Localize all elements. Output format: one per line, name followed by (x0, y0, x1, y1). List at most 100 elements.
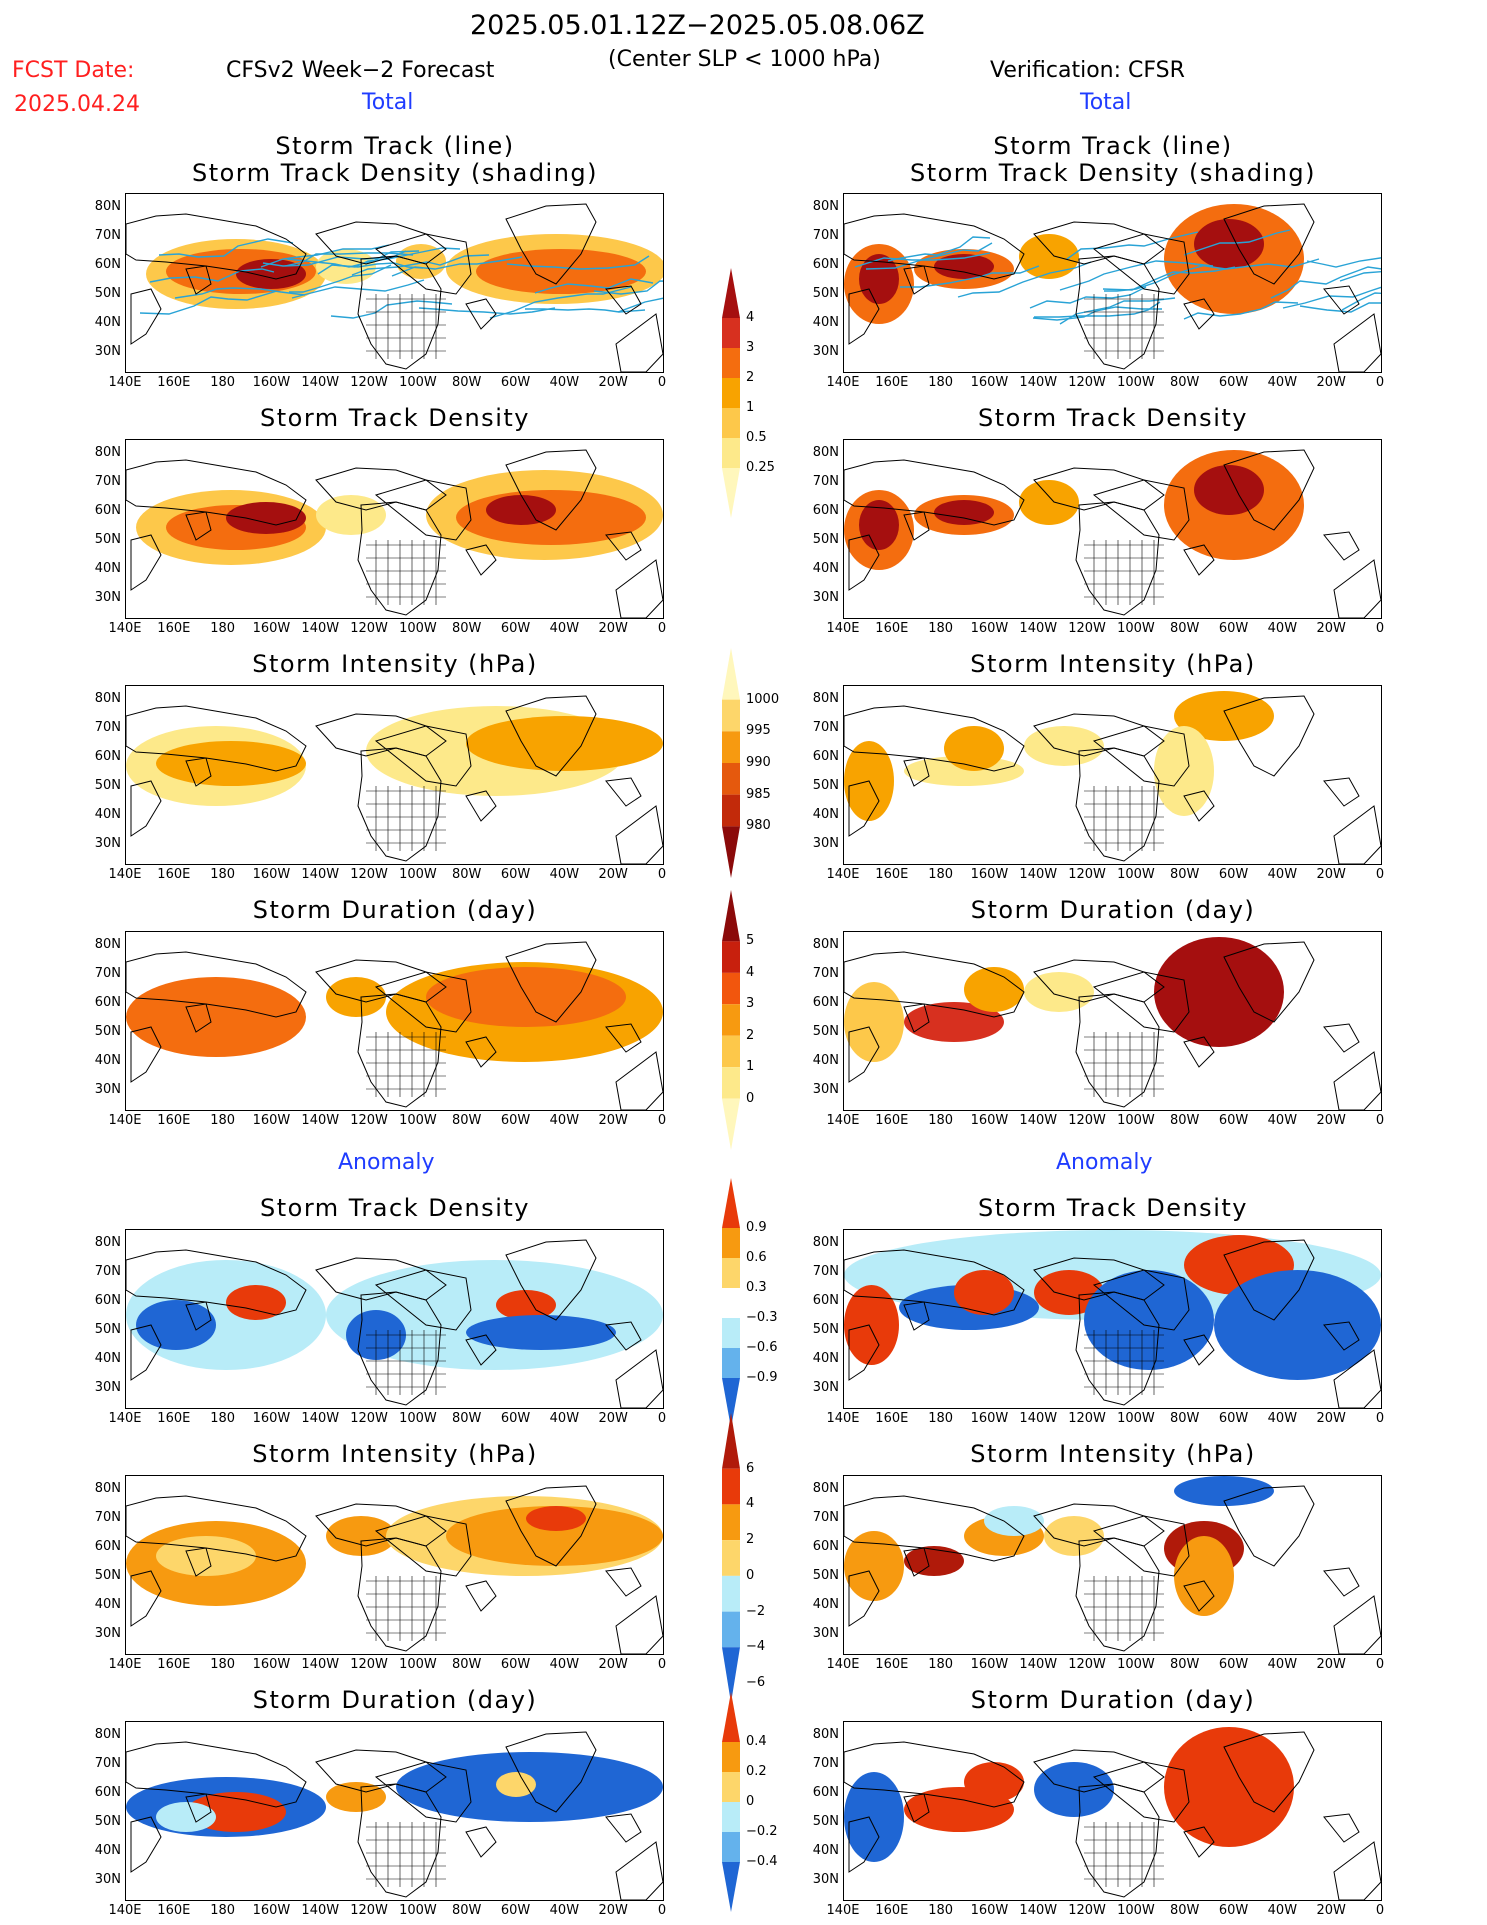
lon-tick-label: 160E (157, 1113, 191, 1128)
colorbar-label: 6 (746, 1460, 755, 1476)
lon-tick-label: 160W (970, 621, 1009, 636)
colorbar-label: 4 (746, 964, 755, 980)
colorbar-label: 3 (746, 340, 755, 355)
lon-tick-label: 160W (252, 1411, 291, 1426)
lon-tick-label: 140W (301, 621, 340, 636)
lat-tick-label: 30N (94, 590, 121, 605)
lon-tick-label: 20W (598, 1657, 628, 1672)
lon-tick-label: 180 (210, 375, 236, 390)
colorbar-label: 990 (746, 755, 771, 770)
lat-tick-label: 60N (812, 1539, 839, 1554)
shaded-region (476, 249, 646, 294)
lon-tick-label: 40W (549, 1903, 580, 1918)
shaded-region (904, 1002, 1004, 1042)
coastline (848, 534, 880, 591)
lon-tick-label: 180 (210, 1113, 236, 1128)
coastline (1183, 544, 1215, 576)
map-duration-right (843, 931, 1382, 1111)
coastline (615, 559, 663, 618)
colorbar-label: 995 (746, 723, 771, 739)
lon-tick-label: 60W (1218, 1903, 1249, 1918)
colorbar-label: 0.4 (746, 1734, 767, 1749)
lat-tick-label: 60N (94, 1539, 121, 1554)
lat-tick-label: 50N (94, 1814, 121, 1829)
storm-track-line (854, 252, 991, 268)
coastline (605, 1567, 642, 1597)
coastline (1075, 1537, 1160, 1652)
coastline (1075, 255, 1160, 370)
colorbar-duration_anom (722, 1692, 740, 1912)
map-canvas (126, 449, 663, 618)
lon-tick-label: 20W (598, 1113, 628, 1128)
coastline (465, 1334, 497, 1366)
coastline (130, 1570, 162, 1627)
colorbar-label: 1 (746, 400, 755, 415)
coastline (315, 1257, 447, 1301)
coastline (1323, 531, 1360, 561)
lon-tick-label: 0 (657, 867, 667, 882)
lon-tick-label: 140E (108, 375, 142, 390)
coastline (315, 467, 447, 511)
title-track-shading-left: Storm Track Density (shading) (191, 159, 599, 187)
colorbar-swatch (722, 1692, 740, 1742)
coastline (315, 1749, 447, 1793)
coastline (848, 288, 880, 345)
lon-tick-label: 100W (399, 1113, 437, 1128)
title-duration-anom-left: Storm Duration (day) (252, 1686, 538, 1714)
coastline (605, 1321, 642, 1351)
map-track-left (125, 193, 664, 373)
lon-tick-label: 180 (928, 1411, 954, 1426)
lon-tick-label: 120W (1068, 1903, 1106, 1918)
lat-tick-label: 50N (94, 1322, 121, 1337)
coastline (848, 1324, 880, 1381)
coastline (1092, 971, 1190, 1033)
lat-tick-label: 50N (94, 1024, 121, 1039)
coastline (1033, 467, 1165, 511)
lat-tick-label: 50N (812, 1322, 839, 1337)
colorbar-swatch (722, 763, 740, 795)
colorbar-density_total (722, 268, 740, 518)
coastline (605, 1813, 642, 1843)
lon-tick-label: 140W (301, 1657, 340, 1672)
shaded-region (964, 967, 1024, 1012)
map-canvas (844, 937, 1381, 1110)
coastline (126, 951, 307, 1018)
storm-track-line (1104, 264, 1207, 292)
lat-tick-label: 40N (812, 1053, 839, 1068)
shaded-region (326, 1516, 396, 1556)
coastline (505, 1731, 597, 1813)
lon-tick-label: 120W (350, 375, 388, 390)
lon-tick-label: 160W (970, 1903, 1009, 1918)
colorbar-label: 980 (746, 818, 771, 834)
storm-track-line (1102, 266, 1236, 291)
colorbar-swatch (722, 1178, 740, 1228)
shaded-region (316, 495, 386, 535)
lat-tick-label: 40N (94, 1053, 121, 1068)
lon-tick-label: 60W (500, 1411, 531, 1426)
title-density-anom-left: Storm Track Density (260, 1194, 530, 1222)
storm-track-line (1066, 231, 1199, 260)
lat-tick-label: 30N (812, 1380, 839, 1395)
coastline (357, 993, 442, 1108)
storm-track-line (351, 254, 490, 276)
lon-tick-label: 140E (108, 1903, 142, 1918)
coastline (615, 1595, 663, 1654)
lat-tick-label: 80N (94, 1235, 121, 1250)
map-canvas (844, 691, 1381, 864)
storm-track-line (1339, 270, 1381, 282)
coastline (130, 534, 162, 591)
lon-tick-label: 120W (1068, 375, 1106, 390)
lon-tick-label: 40W (1267, 867, 1298, 882)
coastline (1323, 1321, 1360, 1351)
lon-tick-label: 60W (1218, 1657, 1249, 1672)
lat-tick-label: 80N (94, 445, 121, 460)
lat-tick-label: 60N (812, 257, 839, 272)
map-density-anom-right (843, 1229, 1382, 1409)
storm-track-line (1282, 286, 1381, 309)
title-intensity-anom-left: Storm Intensity (hPa) (252, 1440, 538, 1468)
coastline (374, 479, 472, 541)
colorbar-swatch (722, 1067, 740, 1099)
shaded-region (1164, 1727, 1294, 1847)
coastline (185, 757, 212, 787)
shaded-region (1034, 1270, 1104, 1315)
